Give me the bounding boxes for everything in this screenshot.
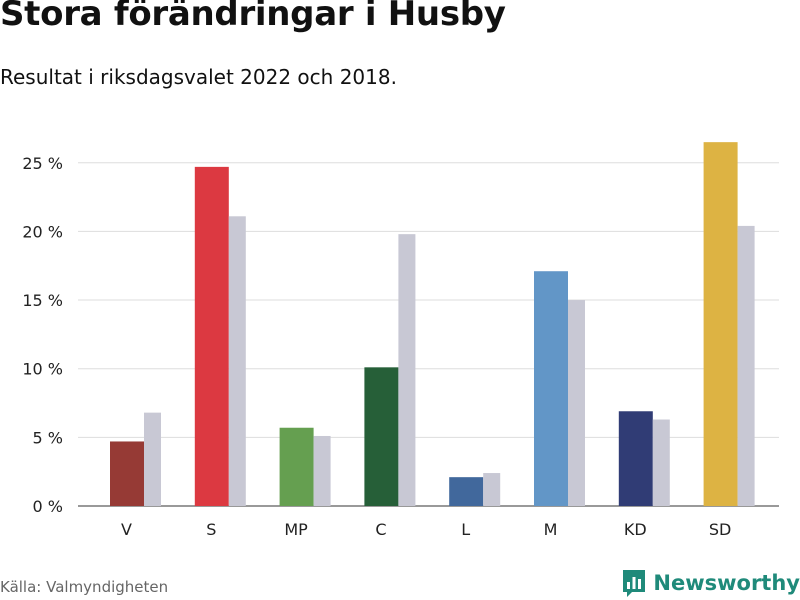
y-tick-label: 25 % <box>22 154 63 173</box>
bar-2018-m <box>568 300 585 506</box>
bar-2022-sd <box>703 142 738 506</box>
y-tick-label: 10 % <box>22 360 63 379</box>
bar-2018-l <box>483 473 501 506</box>
bar-2018-v <box>144 412 161 506</box>
x-tick-label: C <box>375 520 386 539</box>
bar-chart-icon <box>623 570 646 597</box>
x-tick-label: L <box>461 520 470 539</box>
y-tick-label: 0 % <box>33 497 63 516</box>
bar-2022-c <box>364 367 399 506</box>
brand-name: Newsworthy <box>653 571 800 595</box>
bar-2018-sd <box>737 225 755 506</box>
bar-2022-mp <box>279 427 314 506</box>
bar-2022-kd <box>618 411 653 506</box>
bar-2022-m <box>534 271 568 506</box>
x-tick-label: KD <box>624 520 647 539</box>
bar-2022-s <box>194 166 229 506</box>
x-tick-label: M <box>544 520 558 539</box>
bar-2022-v <box>110 441 144 506</box>
bar-2022-l <box>449 477 484 506</box>
bar-2018-kd <box>652 419 670 506</box>
brand-logo[interactable]: Newsworthy <box>621 568 800 598</box>
x-tick-label: V <box>121 520 132 539</box>
bar-2018-s <box>228 216 246 506</box>
bar-2018-c <box>398 234 416 506</box>
x-tick-label: MP <box>284 520 308 539</box>
y-tick-label: 5 % <box>33 428 63 447</box>
source-note: Källa: Valmyndigheten <box>0 578 169 596</box>
chart-title: Stora förändringar i Husby <box>0 0 506 34</box>
y-tick-label: 20 % <box>22 222 63 241</box>
x-tick-label: SD <box>709 520 731 539</box>
x-tick-label: S <box>206 520 216 539</box>
y-tick-label: 15 % <box>22 291 63 310</box>
chart-subtitle: Resultat i riksdagsvalet 2022 och 2018. <box>0 65 397 89</box>
bar-2018-mp <box>313 435 331 506</box>
